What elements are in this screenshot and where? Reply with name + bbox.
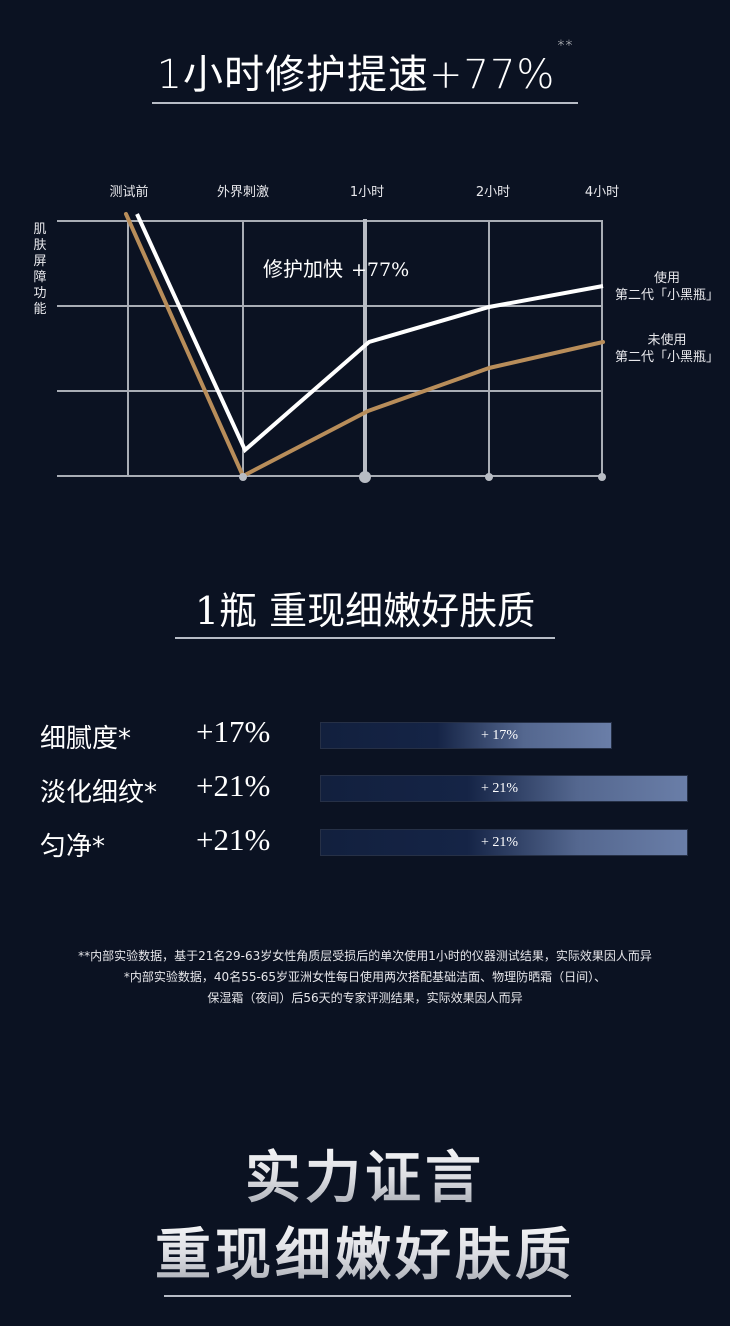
section1-title: 1小时修护提速+77%**: [0, 38, 730, 100]
footnote-1: **内部实验数据，基于21名29-63岁女性角质层受损后的单次使用1小时的仪器测…: [78, 949, 652, 963]
legend-unused-line2: 第二代「小黑瓶」: [614, 350, 719, 365]
section2-title: 1瓶 重现细嫩好肤质: [0, 580, 730, 635]
footnote-3: 保湿霜（夜间）后56天的专家评测结果，实际效果因人而异: [207, 991, 523, 1005]
bottom-divider: [164, 1295, 571, 1297]
asterisk: *: [118, 724, 132, 754]
bottom-headline-1: 实力证言: [0, 1133, 730, 1214]
x-label-before-test: 测试前: [109, 185, 149, 200]
y-label-char: 肤: [33, 238, 47, 253]
bar-label: + 21%: [481, 835, 519, 850]
section2-divider: [175, 637, 555, 639]
metric-label-evenness: 匀净*: [40, 826, 105, 863]
x-label-stimulus: 外界刺激: [216, 185, 270, 200]
bottom-headline-2: 重现细嫩好肤质: [0, 1210, 730, 1291]
x-label-2h: 2小时: [475, 185, 511, 200]
metric-value-fine-lines: +21%: [196, 768, 271, 803]
y-label-char: 能: [33, 302, 47, 317]
footnote-marker: **: [557, 38, 574, 54]
chart-annotation: 修护加快 +77%: [263, 253, 409, 282]
annotation-text: 修护加快: [263, 257, 343, 281]
bar-label: + 21%: [481, 781, 519, 796]
section1-divider: [152, 102, 578, 104]
line-chart: [57, 212, 606, 483]
series-unused-line: [124, 212, 605, 478]
metric-value-smoothness: +17%: [196, 714, 271, 749]
x-label-1h: 1小时: [349, 185, 385, 200]
metric-label-fine-lines: 淡化细纹*: [40, 772, 157, 809]
metric-label-smoothness: 细腻度*: [40, 718, 131, 755]
y-label-char: 屏: [33, 254, 47, 269]
legend-used-line2: 第二代「小黑瓶」: [614, 288, 719, 303]
footnote-2: *内部实验数据，40名55-65岁亚洲女性每日使用两次搭配基础洁面、物理防晒霜（…: [123, 970, 607, 984]
annotation-value: +77%: [351, 259, 410, 281]
y-label-char: 功: [33, 286, 47, 301]
legend-unused-line1: 未使用: [647, 333, 687, 348]
bar-label: + 17%: [481, 728, 519, 743]
metric-label-text: 匀净: [40, 832, 93, 862]
section2-title-num: 1瓶: [194, 589, 258, 633]
asterisk: *: [144, 778, 158, 808]
metric-bar-fine-lines: + 21%: [321, 776, 687, 801]
asterisk: *: [92, 832, 106, 862]
footnotes: **内部实验数据，基于21名29-63岁女性角质层受损后的单次使用1小时的仪器测…: [0, 946, 730, 1009]
metric-bar-evenness: + 21%: [321, 830, 687, 855]
metric-bar-smoothness: + 17%: [321, 723, 611, 748]
legend-used: 使用 第二代「小黑瓶」: [608, 270, 726, 304]
legend-unused: 未使用 第二代「小黑瓶」: [608, 332, 726, 366]
section2-title-text: 重现细嫩好肤质: [269, 589, 536, 633]
y-axis-label: 肌 肤 屏 障 功 能: [32, 222, 48, 318]
legend-used-line1: 使用: [653, 271, 680, 286]
x-label-4h: 4小时: [584, 185, 620, 200]
series-used-line: [135, 213, 604, 454]
section1-title-text: 1小时修护提速+77%: [156, 52, 556, 98]
metric-label-text: 淡化细纹: [40, 778, 145, 808]
x-axis-markers: [239, 471, 606, 483]
chart-grid: [57, 220, 603, 477]
y-label-char: 障: [33, 270, 47, 285]
y-label-char: 肌: [33, 222, 47, 237]
metric-value-evenness: +21%: [196, 822, 271, 857]
metric-label-text: 细腻度: [40, 724, 119, 754]
